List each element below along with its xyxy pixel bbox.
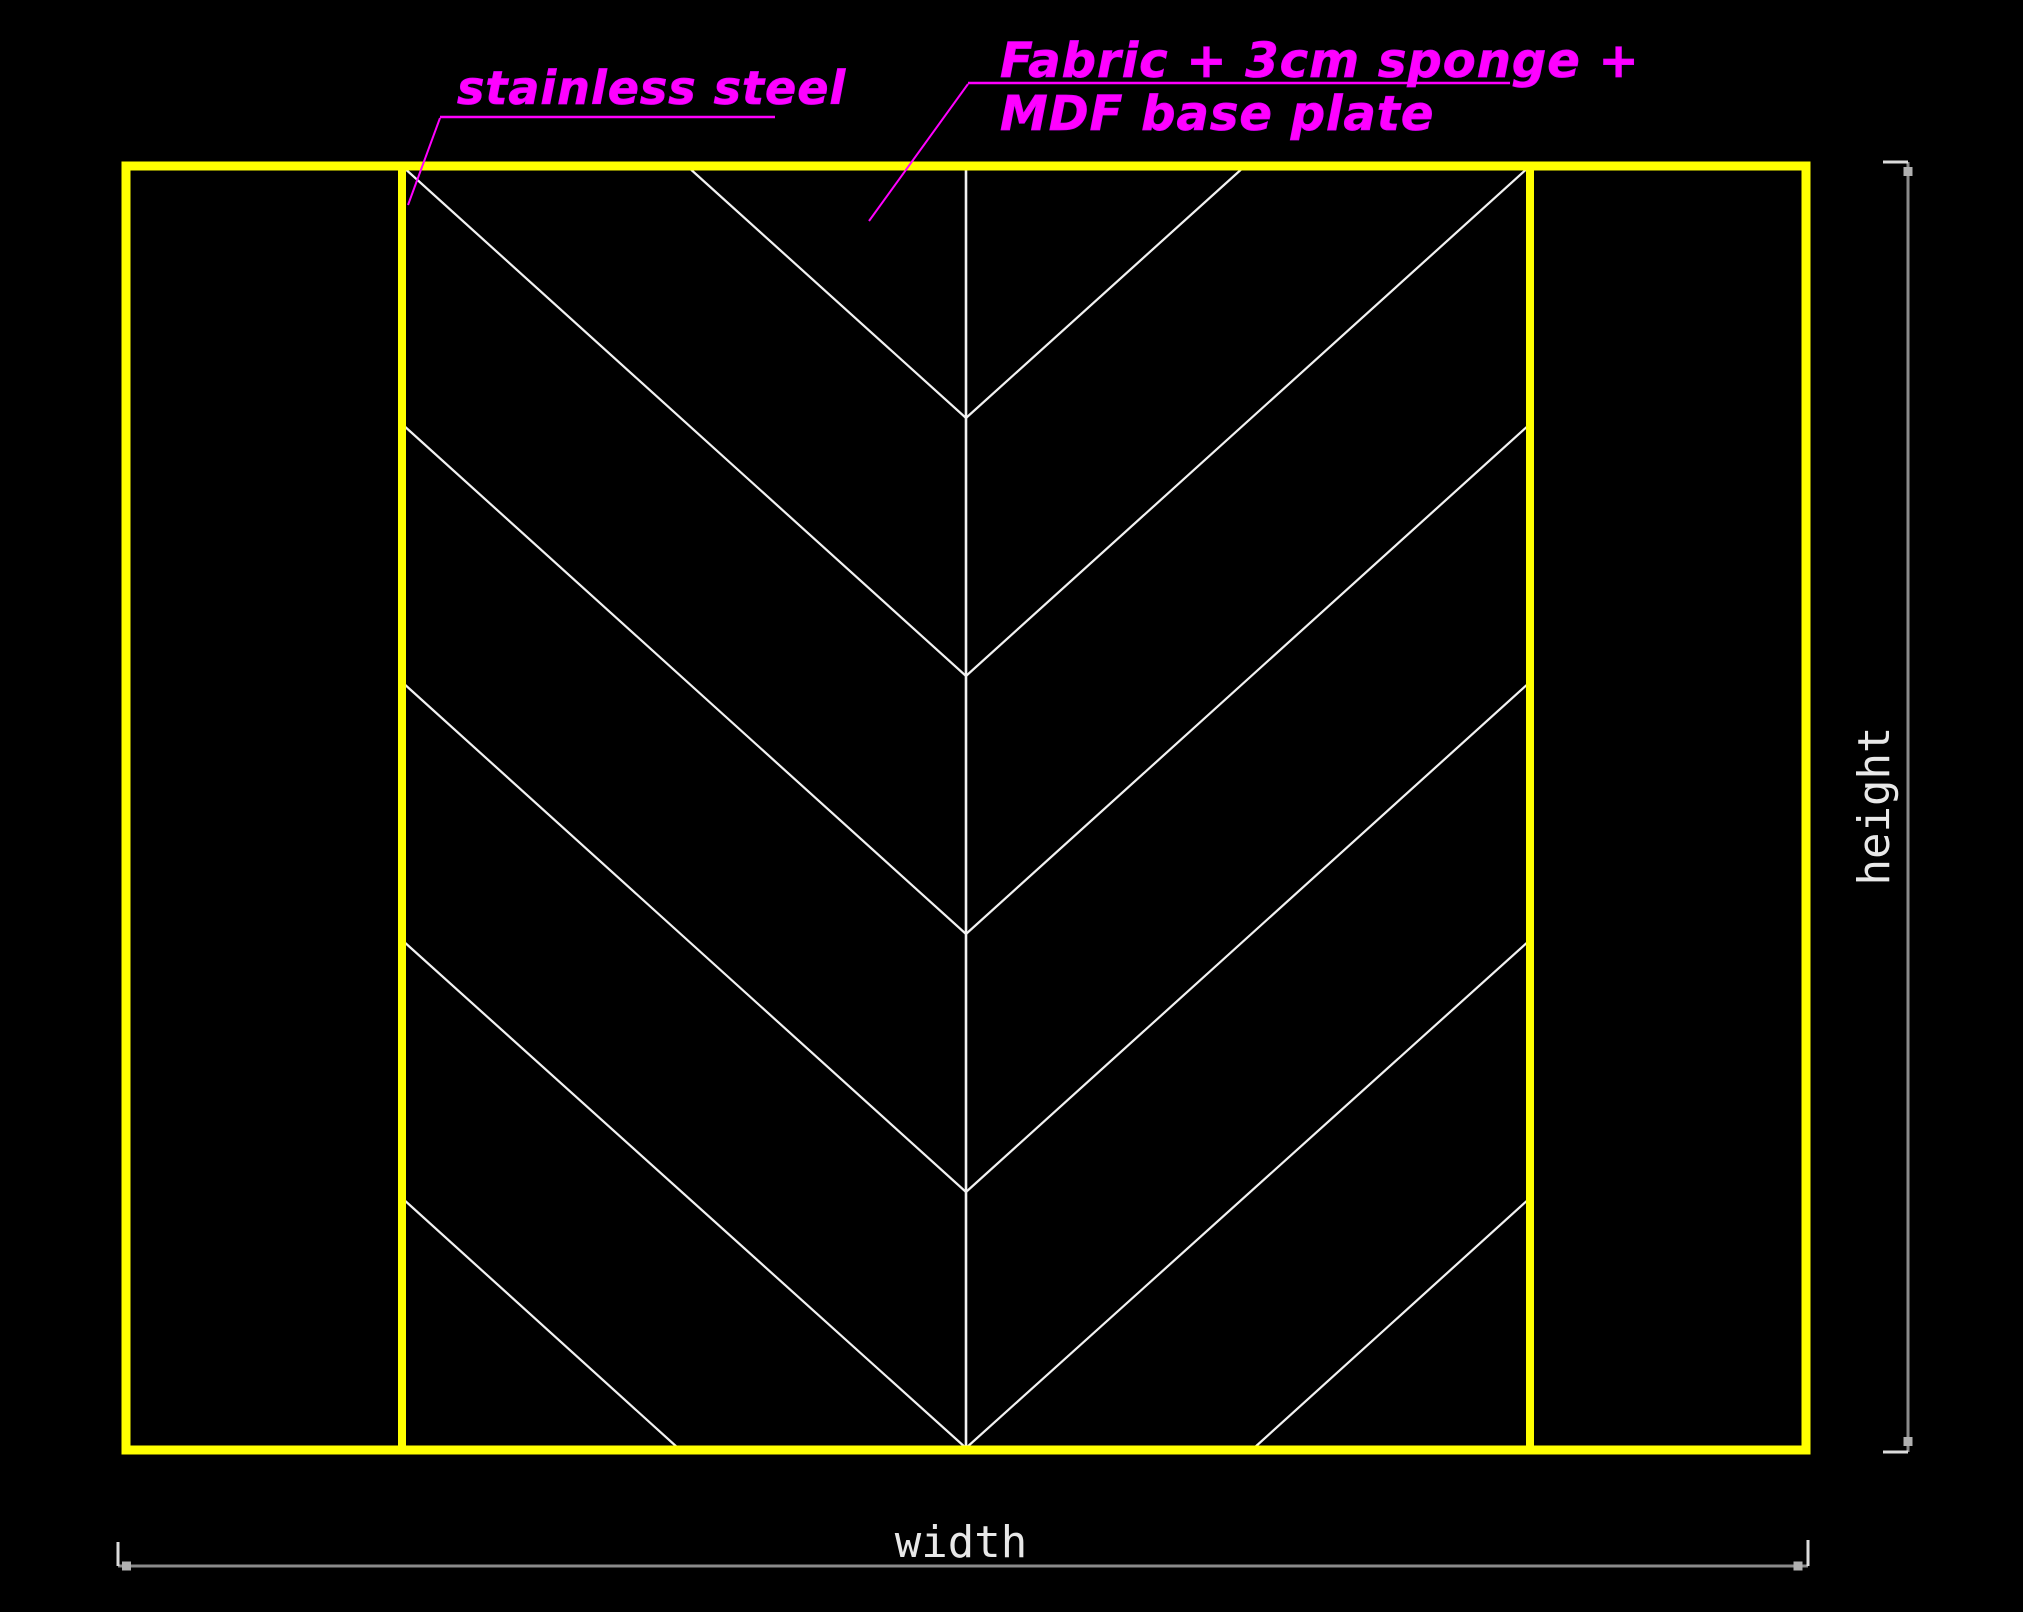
width-dimension-marker-right: [1793, 1561, 1803, 1571]
pattern-line: [965, 681, 1531, 1193]
pattern-line: [401, 165, 967, 677]
chevron-pattern: [401, 165, 1531, 1449]
height-dimension-end-ticks: [1883, 160, 1908, 1454]
stainless-steel-label: stainless steel: [457, 61, 846, 115]
pattern-line: [401, 939, 967, 1449]
width-dimension: width: [116, 1517, 1810, 1571]
panel-frame: [121, 161, 1811, 1455]
fabric-leader-line: [868, 83, 969, 222]
pattern-line: [965, 165, 1246, 419]
stainless-steel-annotation: stainless steel: [407, 61, 846, 206]
width-dimension-label: width: [895, 1517, 1027, 1568]
chevron-pattern-right: [965, 165, 1531, 1449]
fabric-label-line2: MDF base plate: [1000, 86, 1434, 142]
height-dimension-label: height: [1849, 727, 1900, 886]
chevron-pattern-left: [401, 165, 967, 1449]
width-dimension-end-ticks: [116, 1540, 1810, 1566]
pattern-line: [401, 1197, 679, 1449]
panel-outer-frame: [121, 161, 1811, 1455]
width-dimension-marker-left: [122, 1561, 131, 1571]
pattern-line: [686, 165, 967, 419]
pattern-line: [401, 423, 967, 935]
pattern-line: [965, 423, 1531, 935]
fabric-annotation: Fabric + 3cm sponge + MDF base plate: [868, 33, 1640, 222]
pattern-line: [401, 681, 967, 1193]
height-dimension-marker-bottom: [1903, 1437, 1913, 1446]
height-dimension: height: [1849, 160, 1913, 1454]
pattern-line: [965, 165, 1531, 677]
stainless-steel-leader-line: [407, 117, 441, 206]
fabric-label-line1: Fabric + 3cm sponge +: [1000, 33, 1640, 89]
pattern-line: [965, 939, 1531, 1449]
height-dimension-marker-top: [1903, 167, 1913, 176]
pattern-line: [1253, 1197, 1531, 1449]
